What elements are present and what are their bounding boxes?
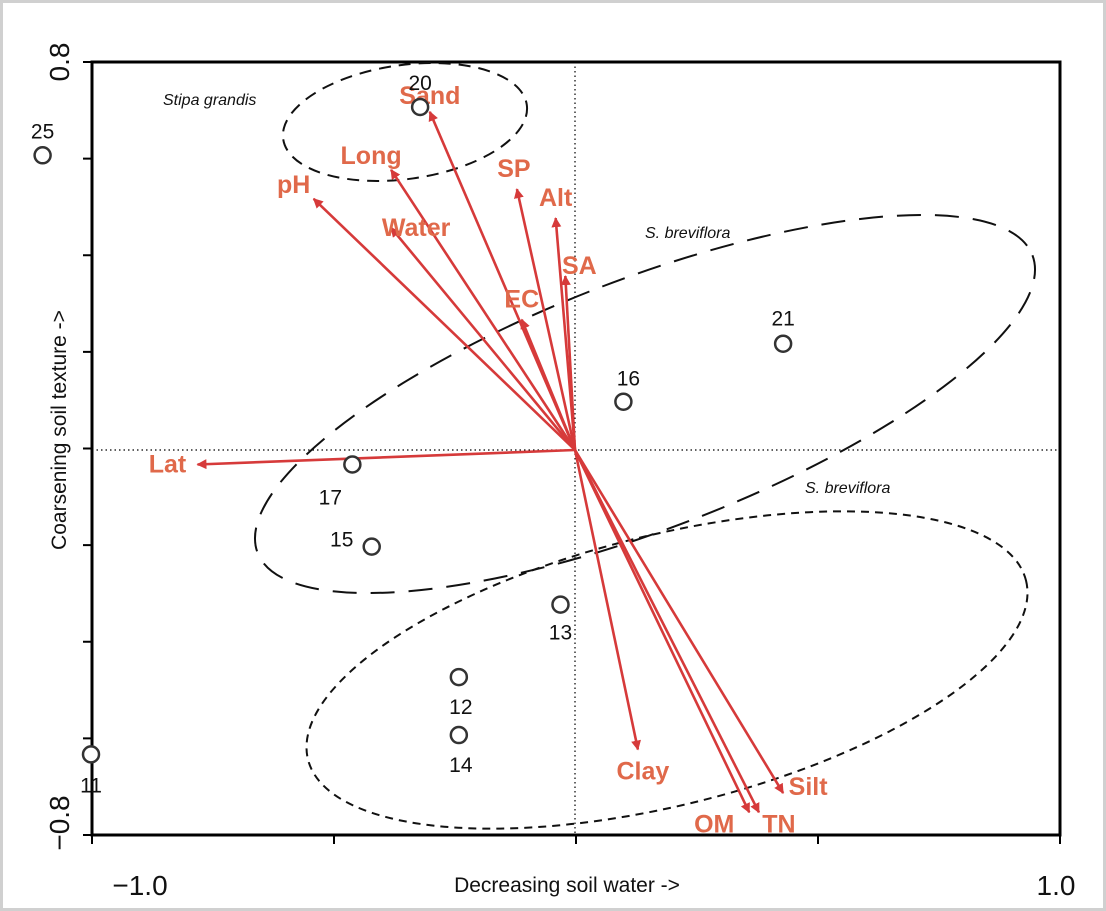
vector-label-sand: Sand bbox=[399, 82, 460, 110]
vector-label-om: OM bbox=[694, 810, 734, 838]
y-tick-label-min: −0.8 bbox=[44, 795, 75, 850]
site-points: 20257211617151310121411 bbox=[31, 72, 795, 797]
vector-arrow-clay bbox=[573, 449, 641, 751]
vector-label-clay: Clay bbox=[617, 758, 670, 786]
vector-arrow-om bbox=[573, 449, 751, 814]
site-label-15: 15 bbox=[330, 529, 353, 552]
vector-arrow-ec bbox=[520, 318, 577, 451]
vector-arrow-lat bbox=[196, 448, 576, 470]
site-label-11: 11 bbox=[80, 774, 102, 797]
ellipse-stipa-grandis bbox=[281, 62, 529, 182]
site-point-16 bbox=[614, 392, 633, 411]
site-point-13 bbox=[551, 595, 570, 614]
site-label-17: 17 bbox=[319, 486, 342, 509]
site-point-12 bbox=[449, 667, 469, 687]
vector-arrow-ph bbox=[312, 197, 576, 451]
ellipse-s-breviflora-upper bbox=[253, 213, 1037, 595]
environment-vectors: Sand Long pH Water SP Alt SA EC Lat Clay OM TN Silt bbox=[149, 82, 829, 839]
site-point-21 bbox=[773, 334, 793, 353]
axis-ticks bbox=[83, 61, 1061, 844]
site-point-20 bbox=[410, 97, 430, 117]
group-label-s-breviflora-upper: S. breviflora bbox=[645, 225, 730, 242]
vector-label-water: Water bbox=[382, 214, 451, 242]
site-label-20: 20 bbox=[408, 72, 431, 95]
group-label-stipa-grandis: Stipa grandis bbox=[163, 92, 256, 109]
site-label-13: 13 bbox=[549, 622, 572, 645]
site-point-11 bbox=[81, 745, 101, 764]
vector-label-sa: SA bbox=[562, 252, 597, 280]
vector-arrow-water bbox=[390, 226, 577, 451]
ellipse-s-breviflora-lower bbox=[305, 510, 1029, 830]
site-point-15 bbox=[362, 537, 381, 556]
y-axis-title: Coarsening soil texture -> bbox=[48, 310, 71, 550]
vector-arrow-tn bbox=[573, 449, 761, 814]
site-label-25: 25 bbox=[31, 120, 54, 143]
vector-label-alt: Alt bbox=[539, 184, 573, 212]
y-tick-label-max: 0.8 bbox=[44, 43, 75, 82]
site-label-16: 16 bbox=[617, 368, 640, 391]
vector-arrow-sp bbox=[513, 188, 577, 451]
x-tick-label-min: −1.0 bbox=[112, 870, 167, 901]
vector-label-long: Long bbox=[341, 142, 402, 170]
vector-label-ec: EC bbox=[504, 286, 539, 314]
group-label-s-breviflora-lower: S. breviflora bbox=[805, 480, 890, 497]
site-point-17 bbox=[343, 455, 362, 474]
vector-arrow-long bbox=[389, 168, 577, 451]
vector-arrow-sa bbox=[560, 275, 577, 451]
vector-label-sp: SP bbox=[497, 155, 530, 183]
x-axis-title: Decreasing soil water -> bbox=[454, 874, 680, 897]
site-label-14: 14 bbox=[449, 754, 473, 777]
site-label-12: 12 bbox=[449, 696, 472, 719]
vector-label-silt: Silt bbox=[789, 773, 829, 801]
vector-label-ph: pH bbox=[277, 171, 310, 199]
vector-label-lat: Lat bbox=[149, 450, 187, 478]
site-point-14 bbox=[449, 725, 469, 745]
site-label-21: 21 bbox=[771, 308, 794, 331]
vector-label-tn: TN bbox=[762, 810, 795, 838]
vector-arrow-silt bbox=[573, 449, 785, 794]
group-ellipses bbox=[253, 62, 1037, 830]
site-point-25 bbox=[33, 146, 52, 165]
x-tick-label-max: 1.0 bbox=[1037, 870, 1076, 901]
